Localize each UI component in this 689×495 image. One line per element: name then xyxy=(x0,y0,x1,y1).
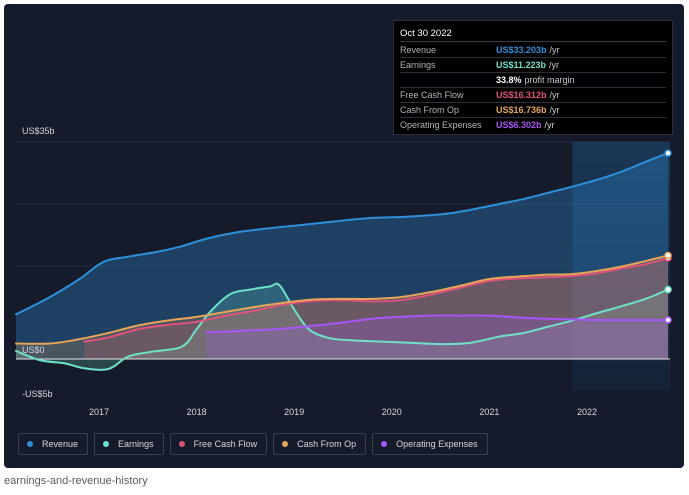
tooltip-value: US$6.302b xyxy=(496,120,542,130)
legend: Revenue Earnings Free Cash Flow Cash From O… xyxy=(18,433,488,455)
legend-label: Cash From Op xyxy=(297,439,357,449)
y-axis-label: -US$5b xyxy=(22,389,53,399)
tooltip-unit: /yr xyxy=(544,120,555,130)
tooltip-value: 33.8% xyxy=(496,75,522,85)
tooltip-row-cash-from-op: Cash From Op US$16.736b/yr xyxy=(400,103,666,118)
x-tick-label: 2019 xyxy=(284,407,304,417)
legend-label: Revenue xyxy=(42,439,79,449)
tooltip-unit: /yr xyxy=(549,45,560,55)
tooltip-label xyxy=(400,73,496,87)
tooltip-value: US$16.312b xyxy=(496,90,547,100)
tooltip-row-revenue: Revenue US$33.203b/yr xyxy=(400,43,666,58)
tooltip-row-profit-margin: 33.8% profit margin xyxy=(400,73,666,88)
series-line-operating-expenses xyxy=(205,314,670,334)
tooltip-label: Free Cash Flow xyxy=(400,90,464,100)
legend-dot-icon xyxy=(178,441,185,447)
tooltip-unit: /yr xyxy=(549,90,560,100)
tooltip-row-earnings: Earnings US$11.223b/yr xyxy=(400,58,666,73)
tooltip-value: US$33.203b xyxy=(496,45,547,55)
legend-dot-icon xyxy=(381,441,388,447)
y-axis-label: US$35b xyxy=(22,126,55,136)
tooltip-row-operating-expenses: Operating Expenses US$6.302b/yr xyxy=(400,118,666,132)
tooltip-date: Oct 30 2022 xyxy=(400,27,666,42)
x-tick-label: 2018 xyxy=(187,407,207,417)
legend-item-free-cash-flow[interactable]: Free Cash Flow xyxy=(169,433,268,455)
end-point-cash-from-op xyxy=(664,251,672,260)
legend-item-revenue[interactable]: Revenue xyxy=(18,433,89,455)
chart-card: 2017 2018 2019 2020 2021 2022 US$35b US$0 -US$5b… xyxy=(4,4,684,468)
tooltip-label: Earnings xyxy=(400,60,436,70)
series-line-earnings xyxy=(15,282,670,371)
tooltip-label: Operating Expenses xyxy=(400,120,482,130)
end-point-earnings xyxy=(664,285,672,294)
tooltip-label: Revenue xyxy=(400,45,437,55)
area-cash-from-op xyxy=(16,255,669,359)
tooltip-unit: /yr xyxy=(549,105,560,115)
end-point-operating-expenses xyxy=(664,316,672,324)
series-line-free-cash-flow xyxy=(83,256,670,343)
x-tick-label: 2017 xyxy=(89,407,109,417)
x-tick-label: 2021 xyxy=(479,407,499,417)
legend-dot-icon xyxy=(103,441,110,447)
series-line-cash-from-op xyxy=(15,254,670,345)
tooltip-value: US$11.223b xyxy=(496,60,547,70)
tooltip-value: US$16.736b xyxy=(496,105,547,115)
end-point-revenue xyxy=(664,149,672,157)
legend-item-cash-from-op[interactable]: Cash From Op xyxy=(273,433,367,455)
tooltip-unit: profit margin xyxy=(524,75,575,85)
chart-caption: earnings-and-revenue-history xyxy=(4,475,148,487)
area-revenue xyxy=(16,153,669,359)
series-line-revenue xyxy=(15,152,670,316)
legend-item-earnings[interactable]: Earnings xyxy=(94,433,164,455)
y-axis-label: US$0 xyxy=(22,345,45,355)
tooltip-label: Cash From Op xyxy=(400,105,460,115)
chart-svg: 2017 2018 2019 2020 2021 2022 US$35b US$0 -US$5b xyxy=(15,126,672,417)
tooltip-unit: /yr xyxy=(549,60,560,70)
x-tick-label: 2022 xyxy=(577,407,597,417)
legend-dot-icon xyxy=(282,441,289,447)
legend-label: Earnings xyxy=(118,439,154,449)
legend-label: Free Cash Flow xyxy=(193,439,258,449)
x-tick-label: 2020 xyxy=(382,407,402,417)
legend-label: Operating Expenses xyxy=(396,439,478,449)
tooltip-panel: Oct 30 2022 Revenue US$33.203b/yr Earnings… xyxy=(393,20,673,135)
tooltip-row-free-cash-flow: Free Cash Flow US$16.312b/yr xyxy=(400,88,666,103)
legend-item-operating-expenses[interactable]: Operating Expenses xyxy=(372,433,488,455)
legend-dot-icon xyxy=(27,441,33,447)
